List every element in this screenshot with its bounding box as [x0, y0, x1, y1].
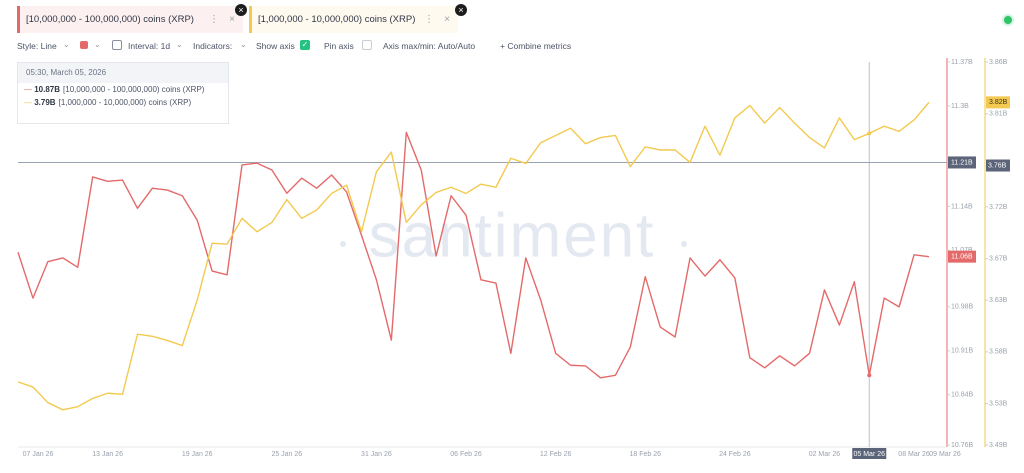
style-select[interactable]: Style: Line [17, 41, 57, 51]
x-tick-label: 19 Jan 26 [182, 451, 213, 458]
tab-title: [1,000,000 - 10,000,000) coins (XRP) [258, 14, 416, 25]
crosshair-x-badge [852, 448, 887, 459]
tick-label: 11.3B [951, 103, 969, 110]
chevron[interactable]: ⌄ [63, 40, 70, 49]
tick-label: 3.49B [989, 442, 1008, 449]
pin-axis-checkbox[interactable] [362, 40, 372, 50]
crosshair-point [867, 373, 872, 378]
tooltip-series: [1,000,000 - 10,000,000) coins (XRP) [58, 98, 192, 107]
tick-label: 3.63B [989, 297, 1008, 304]
tick-label: 10.76B [951, 442, 974, 449]
series-line [17, 131, 930, 379]
tick-label: 3.67B [989, 256, 1008, 263]
crosshair-y-label: 11.21B [951, 159, 973, 166]
crosshair-y-badge [948, 156, 976, 169]
tick-label: 10.91B [951, 348, 974, 355]
tick-label: 10.84B [951, 392, 974, 399]
chevron[interactable]: ⌄ [94, 40, 101, 49]
combine-metrics[interactable]: + Combine metrics [500, 41, 572, 51]
x-tick-label: 08 Mar 26 [898, 451, 930, 458]
tab-close[interactable]: × [229, 14, 235, 25]
axis-minmax[interactable]: Axis max/min: Auto/Auto [383, 41, 476, 51]
tooltip-row: — 10.87B [10,000,000 - 100,000,000) coins… [18, 83, 228, 96]
tab-title: [10,000,000 - 100,000,000) coins (XRP) [26, 14, 194, 25]
tick-label: 3.86B [989, 59, 1008, 66]
tooltip-swatch: — [24, 85, 35, 94]
color-select[interactable] [80, 41, 88, 49]
last-value-label: 3.82B [989, 99, 1008, 106]
tooltip-date: 05:30, March 05, 2026 [18, 63, 228, 83]
tick-label: 11.37B [951, 59, 973, 66]
x-tick-label: 09 Mar 26 [929, 451, 961, 458]
watermark-dot [340, 241, 346, 247]
chevron[interactable]: ⌄ [176, 40, 183, 49]
tick-label: 3.81B [989, 111, 1008, 118]
pin-axis-label: Pin axis [324, 41, 354, 51]
show-axis-checkbox[interactable]: ✓ [300, 40, 310, 50]
crosshair-y2-badge [986, 159, 1010, 172]
crosshair-x-label: 05 Mar 26 [853, 451, 885, 458]
crosshair-point [867, 131, 872, 136]
tick-label: 11.14B [951, 203, 973, 210]
tooltip-swatch: — [24, 98, 35, 107]
last-value-badge [986, 96, 1010, 109]
x-tick-label: 13 Jan 26 [92, 451, 123, 458]
indicators-select[interactable]: Indicators: [193, 41, 233, 51]
show-axis-label: Show axis [256, 41, 295, 51]
metric-tab[interactable]: [10,000,000 - 100,000,000) coins (XRP) ⋮… [17, 6, 243, 33]
x-tick-label: 24 Feb 26 [719, 451, 751, 458]
calendar-icon [112, 40, 122, 50]
tick-label: 3.72B [989, 204, 1008, 211]
tab-menu[interactable]: ⋮ [209, 14, 219, 25]
tooltip-row: — 3.79B [1,000,000 - 10,000,000) coins (X… [18, 96, 228, 109]
x-tick-label: 07 Jan 26 [23, 451, 54, 458]
series-line [17, 101, 930, 411]
x-tick-label: 25 Jan 26 [271, 451, 302, 458]
tab-menu[interactable]: ⋮ [424, 14, 434, 25]
watermark: santiment [340, 201, 687, 270]
last-value-badge [948, 250, 976, 263]
chevron[interactable]: ⌄ [240, 40, 247, 49]
tick-label: 10.98B [951, 304, 974, 311]
x-tick-label: 02 Mar 26 [809, 451, 841, 458]
tooltip-series: [10,000,000 - 100,000,000) coins (XRP) [63, 85, 205, 94]
x-tick-label: 31 Jan 26 [361, 451, 392, 458]
tick-label: 3.53B [989, 400, 1008, 407]
remove-metric[interactable]: × [235, 4, 247, 16]
tooltip-value: 10.87B [34, 85, 61, 94]
tooltip-value: 3.79B [34, 98, 56, 107]
tooltip: 05:30, March 05, 2026 — 10.87B [10,000,00… [17, 62, 229, 124]
last-value-label: 11.06B [951, 253, 973, 260]
watermark-text: santiment [369, 201, 656, 270]
tick-label: 3.58B [989, 349, 1008, 356]
watermark-dot [681, 241, 687, 247]
metric-tab[interactable]: [1,000,000 - 10,000,000) coins (XRP) ⋮ × [249, 6, 458, 33]
x-tick-label: 06 Feb 26 [450, 451, 482, 458]
crosshair-y2-label: 3.76B [988, 162, 1007, 169]
remove-metric[interactable]: × [455, 4, 467, 16]
interval-select[interactable]: Interval: 1d [128, 41, 171, 51]
x-tick-label: 12 Feb 26 [540, 451, 572, 458]
tab-close[interactable]: × [444, 14, 450, 25]
x-tick-label: 18 Feb 26 [629, 451, 661, 458]
status-dot [1004, 16, 1012, 24]
